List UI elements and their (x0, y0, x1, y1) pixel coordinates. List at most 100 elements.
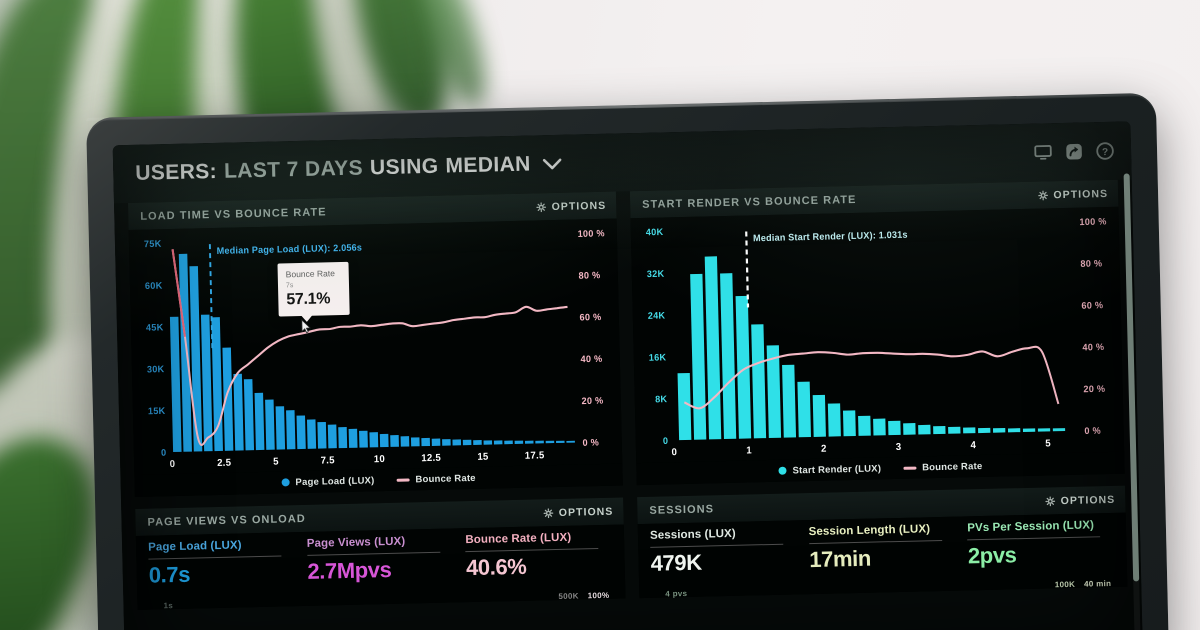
svg-text:10: 10 (374, 454, 386, 466)
svg-text:7.5: 7.5 (321, 455, 336, 467)
help-icon[interactable]: ? (1095, 141, 1115, 161)
app-topbar: USERS: LAST 7 DAYS USING MEDIAN (112, 121, 1132, 204)
options-button[interactable]: OPTIONS (1045, 493, 1116, 507)
legend-item[interactable]: Page Load (LUX) (281, 474, 375, 488)
svg-text:2.5: 2.5 (217, 457, 232, 469)
svg-text:5: 5 (1045, 438, 1051, 449)
legend-item[interactable]: Bounce Rate (903, 460, 983, 473)
metric-value: 479K (650, 549, 702, 576)
svg-text:20 %: 20 % (1083, 384, 1105, 395)
metric-card[interactable]: PVs Per Session (LUX) 2pvs 100K 40 min (967, 519, 1127, 591)
metric-value: 40.6% (465, 553, 527, 581)
panel-header: LOAD TIME VS BOUNCE RATE OPTIONS (128, 191, 617, 231)
legend-dash-icon (396, 477, 410, 482)
laptop-screen: USERS: LAST 7 DAYS USING MEDIAN (112, 121, 1143, 630)
panel-title: START RENDER VS BOUNCE RATE (642, 193, 857, 211)
svg-text:20 %: 20 % (581, 395, 603, 406)
svg-text:0: 0 (170, 459, 176, 470)
options-label: OPTIONS (551, 199, 607, 213)
svg-text:17.5: 17.5 (525, 450, 545, 462)
metric-value: 2pvs (967, 542, 1017, 569)
topbar-icon-group: ? (1033, 141, 1115, 163)
panel-title: PAGE VIEWS VS ONLOAD (147, 512, 306, 529)
svg-text:60 %: 60 % (1081, 300, 1103, 311)
gear-icon (536, 201, 547, 212)
legend-dot-icon (778, 466, 787, 475)
mouse-cursor-icon (301, 319, 312, 334)
svg-text:3: 3 (896, 442, 902, 453)
svg-text:80 %: 80 % (578, 270, 600, 281)
metric-scale: 100K 40 min (1055, 579, 1112, 589)
panel-sessions: SESSIONS OPTIONS Sessions (LUX) 479 (637, 485, 1128, 598)
svg-text:0: 0 (671, 447, 677, 458)
svg-text:60K: 60K (145, 280, 163, 291)
metric-value: 2.7Mpvs (307, 556, 392, 584)
title-prefix: USERS: (135, 159, 218, 185)
svg-text:100 %: 100 % (1079, 216, 1106, 227)
laptop: USERS: LAST 7 DAYS USING MEDIAN (86, 92, 1169, 630)
divider (465, 548, 599, 553)
svg-text:0 %: 0 % (1084, 426, 1101, 437)
panel-header: PAGE VIEWS VS ONLOAD OPTIONS (135, 497, 624, 536)
svg-text:100 %: 100 % (578, 228, 605, 239)
metric-card[interactable]: Session Length (LUX) 17min (808, 522, 968, 594)
svg-text:5: 5 (273, 456, 279, 467)
svg-text:60 %: 60 % (579, 312, 601, 323)
metric-footnote: 1s (163, 601, 174, 611)
options-button[interactable]: OPTIONS (543, 505, 614, 519)
divider (650, 543, 784, 548)
svg-text:15: 15 (477, 451, 489, 463)
svg-text:2: 2 (821, 443, 827, 454)
metric-card[interactable]: Sessions (LUX) 479K 4 pvs (650, 526, 810, 598)
svg-text:1: 1 (746, 445, 752, 456)
svg-text:Median Start Render (LUX): 1.0: Median Start Render (LUX): 1.031s (753, 230, 908, 244)
divider (307, 551, 441, 556)
svg-text:4: 4 (970, 440, 976, 451)
title-aggregation[interactable]: MEDIAN (445, 152, 531, 178)
metric-card[interactable]: Page Views (LUX) 2.7Mpvs (307, 534, 467, 606)
metric-card[interactable]: Page Load (LUX) 0.7s 1s (148, 538, 308, 610)
panel-header: START RENDER VS BOUNCE RATE OPTIONS (629, 179, 1119, 219)
legend-label: Page Load (LUX) (295, 474, 375, 488)
monitor-icon[interactable] (1033, 142, 1053, 162)
options-button[interactable]: OPTIONS (1038, 187, 1108, 201)
metric-label: Page Views (LUX) (306, 535, 406, 550)
chart-load-time[interactable]: 0 15K 30K 45K 60K 75K 0 % 20 % 40 % 60 % 80 % 100 … (128, 218, 623, 475)
svg-text:30K: 30K (147, 364, 165, 375)
metric-label: Page Load (LUX) (147, 539, 242, 554)
panel-title: LOAD TIME VS BOUNCE RATE (140, 205, 327, 223)
tooltip-title: Bounce Rate (285, 268, 335, 280)
gear-icon (1038, 190, 1049, 200)
page-title: USERS: LAST 7 DAYS USING MEDIAN (135, 152, 562, 186)
legend-item[interactable]: Bounce Rate (396, 472, 476, 485)
options-label: OPTIONS (1060, 493, 1116, 507)
title-range[interactable]: LAST 7 DAYS (223, 156, 364, 183)
chart-tooltip: Bounce Rate 7s 57.1% (277, 261, 350, 317)
scale-min: 500K (558, 591, 579, 602)
chart-start-render[interactable]: 0 8K 16K 24K 32K 40K 0 % 20 % 40 % 60 % 80 % 100 %… (630, 206, 1125, 464)
chevron-down-icon[interactable] (541, 152, 562, 176)
divider (967, 536, 1101, 541)
metric-card[interactable]: Bounce Rate (LUX) 40.6% 500K 100% (465, 530, 625, 602)
title-using: USING (369, 154, 439, 180)
svg-text:40 %: 40 % (580, 354, 602, 365)
svg-text:16K: 16K (649, 352, 667, 363)
panel-title: SESSIONS (649, 502, 715, 517)
legend-item[interactable]: Start Render (LUX) (778, 463, 881, 476)
tooltip-value: 57.1% (286, 290, 331, 309)
chart-canvas: 0 8K 16K 24K 32K 40K 0 % 20 % 40 % 60 % 80 % 100 %… (646, 216, 1107, 458)
metric-value: 0.7s (148, 561, 191, 588)
options-button[interactable]: OPTIONS (536, 199, 606, 213)
legend-dash-icon (903, 466, 917, 470)
share-icon[interactable] (1064, 141, 1084, 161)
divider (808, 539, 942, 545)
gear-icon (543, 507, 554, 518)
svg-text:24K: 24K (648, 310, 666, 321)
metric-label: Session Length (LUX) (808, 523, 931, 539)
metric-value: 17min (808, 545, 872, 573)
svg-text:80 %: 80 % (1080, 258, 1102, 269)
metric-card-row-sessions: Sessions (LUX) 479K 4 pvs Session Length… (637, 512, 1128, 598)
legend-label: Bounce Rate (921, 460, 983, 473)
panel-start-render-vs-bounce-rate: START RENDER VS BOUNCE RATE OPTIONS 0 8K 1… (629, 179, 1125, 486)
metric-card-row-page-views: Page Load (LUX) 0.7s 1s Page Views (LUX)… (135, 524, 626, 610)
